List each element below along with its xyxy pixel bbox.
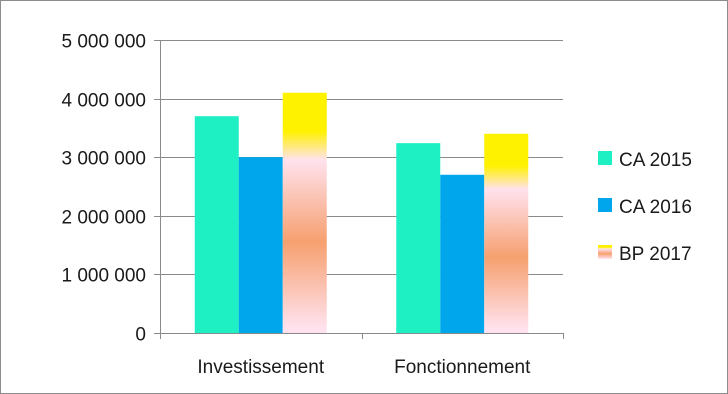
legend-swatch: [598, 245, 612, 259]
bar-ca-2015-fonctionnement: [396, 143, 441, 333]
bars: [194, 92, 529, 334]
y-tick-labels: 0 1 000 000 2 000 000 3 000 000 4 000 000 5 0…: [61, 32, 146, 346]
y-tick-label: 3 000 000: [61, 149, 146, 170]
bar-ca-2015-investissement: [194, 116, 239, 334]
legend: CA 2015 CA 2016 BP 2017: [598, 150, 692, 265]
bar-ca-2016-fonctionnement: [440, 174, 485, 333]
legend-swatch: [598, 151, 612, 165]
y-tick-label: 2 000 000: [61, 208, 146, 229]
axes: [154, 40, 564, 339]
legend-swatch: [598, 198, 612, 212]
category-label: Fonctionnement: [394, 357, 531, 378]
y-tick-label: 0: [135, 325, 146, 346]
y-tick-label: 5 000 000: [61, 32, 146, 53]
y-tick-label: 4 000 000: [61, 91, 146, 112]
bar-bp-2017-investissement: [282, 92, 327, 334]
bar-ca-2016-investissement: [238, 157, 283, 333]
bar-bp-2017-fonctionnement: [484, 133, 529, 333]
legend-label: BP 2017: [619, 244, 692, 265]
category-labels: Investissement Fonctionnement: [197, 357, 531, 378]
legend-label: CA 2015: [619, 150, 692, 171]
category-label: Investissement: [197, 357, 324, 378]
y-tick-label: 1 000 000: [61, 266, 146, 287]
legend-label: CA 2016: [619, 197, 692, 218]
